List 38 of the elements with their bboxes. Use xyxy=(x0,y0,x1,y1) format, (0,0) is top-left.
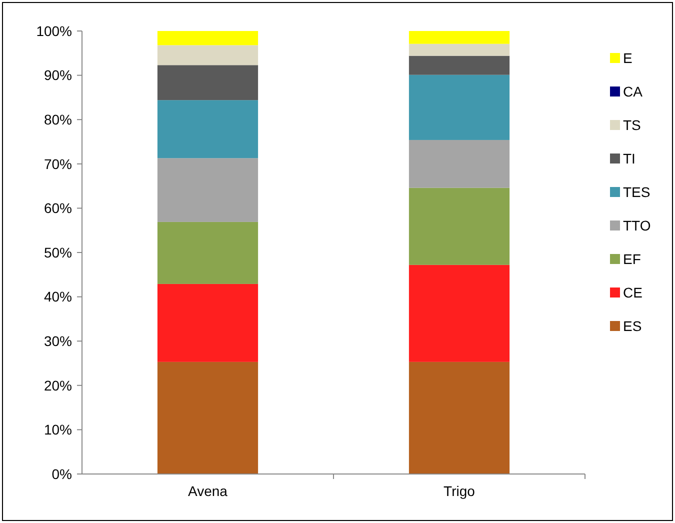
legend-label: TTO xyxy=(623,217,651,234)
y-tick-label: 40% xyxy=(44,288,72,305)
bar xyxy=(157,45,258,66)
bar xyxy=(408,31,510,44)
legend-label: CA xyxy=(623,83,644,100)
y-tick-label: 60% xyxy=(44,200,72,216)
y-tick-label: 10% xyxy=(44,422,72,438)
x-tick-label: Trigo xyxy=(444,483,476,499)
legend-label: ES xyxy=(623,318,642,334)
legend-label: TS xyxy=(623,116,641,133)
bar xyxy=(408,44,510,56)
bar xyxy=(157,31,258,46)
x-tick-label: Avena xyxy=(188,483,228,499)
y-tick-label: 80% xyxy=(44,112,72,128)
bar xyxy=(157,158,258,222)
legend-label: EF xyxy=(623,250,641,267)
y-tick-label: 20% xyxy=(44,377,72,394)
bar xyxy=(408,140,510,188)
bar xyxy=(157,65,258,100)
legend-label: TES xyxy=(623,184,650,200)
bar xyxy=(157,362,258,474)
y-tick-label: 100% xyxy=(36,22,72,39)
legend-label: E xyxy=(623,50,632,66)
bar xyxy=(408,188,510,265)
y-tick-label: 90% xyxy=(44,67,72,84)
bar xyxy=(157,100,258,158)
bar xyxy=(408,74,510,140)
bar xyxy=(408,264,510,362)
legend-label: TI xyxy=(623,150,636,166)
bar xyxy=(408,56,510,75)
bar xyxy=(408,362,510,474)
y-tick-label: 50% xyxy=(44,244,72,260)
y-tick-label: 70% xyxy=(44,156,72,172)
bar xyxy=(157,222,258,284)
y-tick-label: 0% xyxy=(52,466,72,482)
bar xyxy=(157,284,258,362)
y-tick-label: 30% xyxy=(44,333,72,349)
legend-label: CE xyxy=(623,284,642,300)
